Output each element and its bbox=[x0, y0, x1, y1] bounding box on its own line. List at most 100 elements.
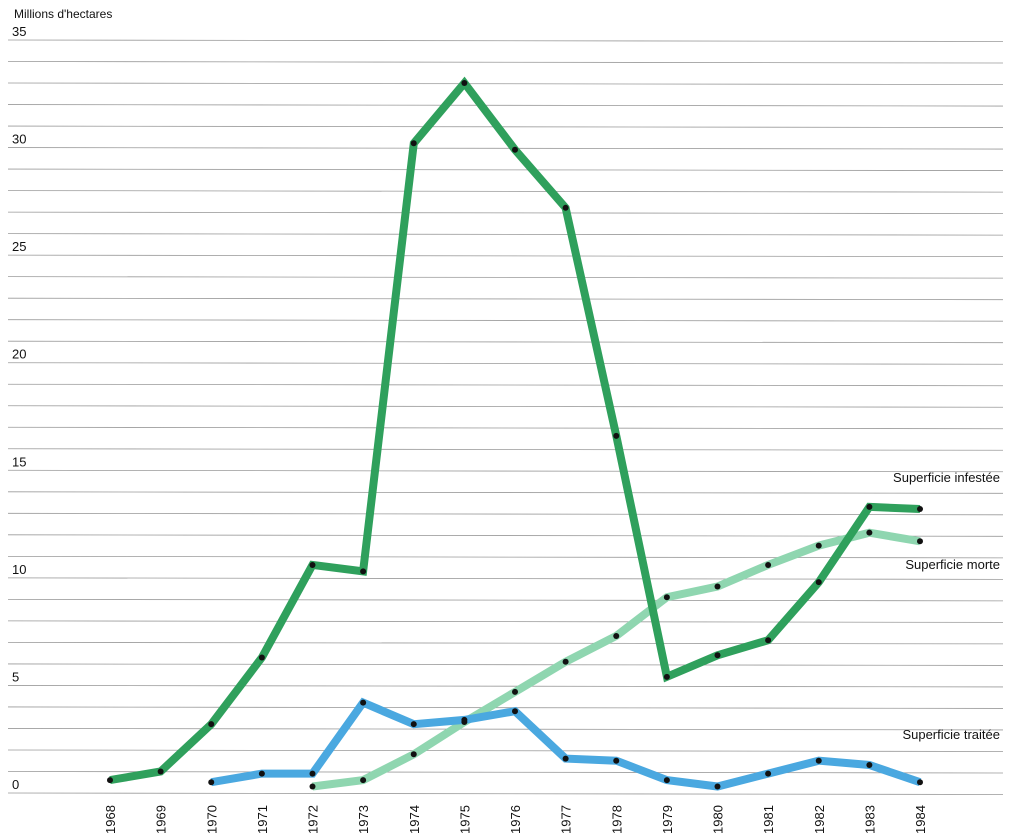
data-point bbox=[917, 506, 923, 513]
data-point bbox=[562, 755, 569, 762]
data-point bbox=[157, 768, 164, 775]
x-tick-label: 1968 bbox=[103, 805, 118, 834]
y-axis-label: Millions d'hectares bbox=[14, 7, 112, 21]
data-point bbox=[309, 561, 316, 568]
y-tick-label: 0 bbox=[12, 777, 19, 792]
x-tick-label: 1984 bbox=[913, 805, 928, 834]
series-labels: Superficie infestée Superficie morte Super… bbox=[893, 470, 1000, 742]
data-point bbox=[866, 529, 873, 536]
grid-line bbox=[7, 405, 1004, 408]
data-point bbox=[258, 770, 265, 777]
data-point bbox=[512, 146, 518, 153]
grid-line bbox=[7, 792, 1004, 795]
y-tick-label: 35 bbox=[12, 24, 26, 39]
data-point bbox=[410, 721, 417, 728]
data-point bbox=[360, 777, 367, 784]
data-point bbox=[663, 594, 670, 601]
data-point bbox=[917, 779, 923, 786]
x-tick-label: 1969 bbox=[154, 805, 169, 834]
data-point bbox=[613, 757, 620, 764]
grid-line bbox=[7, 168, 1004, 171]
data-point bbox=[613, 432, 620, 439]
series-line bbox=[210, 697, 922, 791]
grid-line bbox=[7, 642, 1004, 645]
data-point bbox=[815, 579, 822, 586]
x-tick-label: 1982 bbox=[812, 805, 827, 834]
series-line bbox=[109, 76, 921, 785]
grid-line bbox=[7, 469, 1004, 473]
x-tick-label: 1975 bbox=[457, 805, 472, 834]
data-point bbox=[663, 673, 670, 680]
data-point bbox=[309, 770, 316, 777]
y-tick-label: 10 bbox=[12, 562, 26, 577]
data-point bbox=[258, 654, 265, 661]
grid-line bbox=[7, 728, 1004, 731]
y-tick-label: 20 bbox=[12, 347, 26, 362]
data-point bbox=[360, 699, 367, 706]
grid-line bbox=[7, 211, 1004, 215]
data-point bbox=[866, 503, 873, 510]
data-point bbox=[765, 561, 772, 568]
grid-line bbox=[7, 663, 1004, 666]
grid-line bbox=[7, 362, 1004, 365]
x-tick-label: 1978 bbox=[609, 805, 624, 834]
x-tick-label: 1972 bbox=[306, 805, 321, 834]
data-point bbox=[765, 770, 772, 777]
grid-line bbox=[7, 82, 1004, 85]
grid-line bbox=[7, 319, 1004, 322]
grid-line bbox=[7, 254, 1004, 258]
x-tick-label: 1970 bbox=[204, 805, 219, 834]
data-point bbox=[613, 632, 620, 639]
data-point bbox=[360, 568, 367, 575]
grid-line bbox=[7, 555, 1004, 559]
x-tick-label: 1981 bbox=[761, 805, 776, 834]
x-tick-label: 1973 bbox=[356, 805, 371, 834]
data-point bbox=[107, 777, 113, 784]
series-lines bbox=[107, 76, 923, 791]
grid-line bbox=[7, 598, 1004, 602]
grid-line bbox=[7, 61, 1004, 64]
data-point bbox=[208, 779, 215, 786]
grid-line bbox=[7, 190, 1004, 193]
x-tick-label: 1971 bbox=[255, 805, 270, 834]
data-point bbox=[714, 583, 721, 590]
data-point bbox=[866, 762, 873, 769]
x-tick-label: 1980 bbox=[711, 805, 726, 834]
grid-line bbox=[7, 426, 1004, 430]
y-tick-label: 5 bbox=[12, 669, 19, 684]
data-point bbox=[410, 140, 417, 147]
data-point bbox=[765, 637, 772, 644]
data-point bbox=[917, 538, 923, 545]
data-point bbox=[410, 751, 417, 758]
data-point bbox=[309, 783, 316, 790]
grid-line bbox=[7, 147, 1004, 150]
grid-line bbox=[7, 297, 1004, 301]
x-tick-label: 1976 bbox=[508, 805, 523, 834]
grid-line bbox=[7, 276, 1004, 279]
data-point bbox=[512, 708, 518, 715]
grid-line bbox=[7, 534, 1004, 537]
y-tick-label: 25 bbox=[12, 239, 26, 254]
data-point bbox=[714, 783, 721, 790]
grid-line bbox=[7, 233, 1004, 236]
grid-line bbox=[7, 685, 1004, 688]
x-tick-labels: 1968 1969 1970 1971 1972 1973 1974 1975 1976 1977… bbox=[103, 805, 928, 834]
data-point bbox=[562, 204, 569, 211]
y-tick-label: 30 bbox=[12, 132, 26, 147]
series-label: Superficie infestée bbox=[893, 470, 1000, 485]
x-tick-label: 1983 bbox=[862, 805, 877, 834]
grid-lines bbox=[7, 39, 1004, 795]
grid-line bbox=[7, 706, 1004, 709]
data-point bbox=[562, 658, 569, 665]
grid-line bbox=[7, 620, 1004, 623]
data-point bbox=[815, 542, 822, 549]
x-tick-label: 1979 bbox=[660, 805, 675, 834]
y-tick-labels: 0 5 10 15 20 25 30 35 bbox=[12, 24, 26, 792]
x-tick-label: 1977 bbox=[559, 805, 574, 834]
grid-line bbox=[7, 104, 1004, 107]
x-tick-label: 1974 bbox=[407, 805, 422, 834]
y-tick-label: 15 bbox=[12, 454, 26, 469]
data-point bbox=[815, 757, 822, 764]
grid-line bbox=[7, 749, 1004, 752]
